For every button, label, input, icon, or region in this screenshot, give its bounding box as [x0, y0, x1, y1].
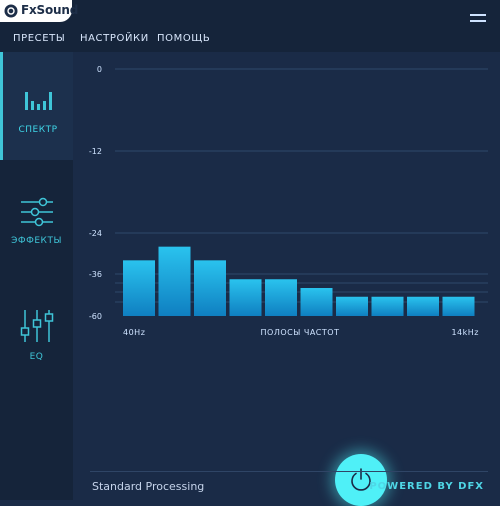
status-text: Standard Processing — [92, 480, 205, 493]
sidebar-item-label: СПЕКТР — [18, 125, 58, 135]
spectrum-bar — [229, 279, 262, 316]
sidebar-item-effects[interactable]: ЭФФЕКТЫ — [0, 174, 73, 282]
powered-by-label: POWERED BY DFX — [369, 481, 484, 492]
sidebar-item-label: ЭФФЕКТЫ — [11, 236, 62, 246]
power-icon — [351, 468, 371, 491]
effects-sliders-icon — [21, 197, 53, 227]
y-tick-label: -60 — [89, 312, 102, 321]
x-axis-title: ПОЛОСЫ ЧАСТОТ — [261, 328, 340, 337]
menu-settings[interactable]: НАСТРОЙКИ — [80, 33, 149, 44]
sidebar: СПЕКТР ЭФФЕКТЫ EQ — [0, 52, 73, 500]
title-bar: FxSound — [0, 0, 500, 28]
spectrum-bar — [123, 260, 155, 316]
logo: FxSound — [0, 0, 78, 22]
logo-text: FxSound — [21, 3, 79, 17]
x-end-label: 14kHz — [451, 328, 479, 337]
spectrum-bar — [265, 279, 297, 316]
spectrum-chart: 0 -12 -24 -36 -60 40Hz ПОЛОСЫ ЧАСТОТ 14kHz — [89, 65, 488, 337]
y-tick-label: -12 — [89, 147, 102, 156]
y-tick-label: 0 — [97, 65, 102, 74]
power-button[interactable] — [335, 454, 387, 506]
sidebar-item-eq[interactable]: EQ — [0, 288, 73, 396]
spectrum-bar — [158, 246, 191, 316]
eq-sliders-icon — [20, 310, 54, 342]
menu-help[interactable]: ПОМОЩЬ — [157, 33, 211, 44]
spectrum-bar — [442, 296, 475, 316]
spectrum-bar — [407, 296, 439, 316]
hamburger-menu-icon[interactable] — [470, 14, 486, 28]
sidebar-item-label: EQ — [29, 352, 44, 362]
spectrum-bar — [371, 296, 404, 316]
menu-bar: ПРЕСЕТЫ НАСТРОЙКИ ПОМОЩЬ — [0, 28, 500, 52]
footer-divider — [90, 471, 488, 472]
spectrum-bar — [336, 296, 368, 316]
spectrum-bar — [194, 260, 226, 316]
y-tick-label: -24 — [89, 229, 102, 238]
menu-presets[interactable]: ПРЕСЕТЫ — [13, 33, 66, 44]
x-start-label: 40Hz — [123, 328, 145, 337]
fxsound-logo-icon — [4, 4, 18, 18]
spectrum-bar — [300, 288, 333, 316]
main-panel: 0 -12 -24 -36 -60 40Hz ПОЛОСЫ ЧАСТОТ 14kHz — [73, 52, 500, 506]
y-tick-label: -36 — [89, 270, 102, 279]
spectrum-bars-icon — [25, 92, 52, 110]
sidebar-item-spectrum[interactable]: СПЕКТР — [0, 52, 73, 160]
